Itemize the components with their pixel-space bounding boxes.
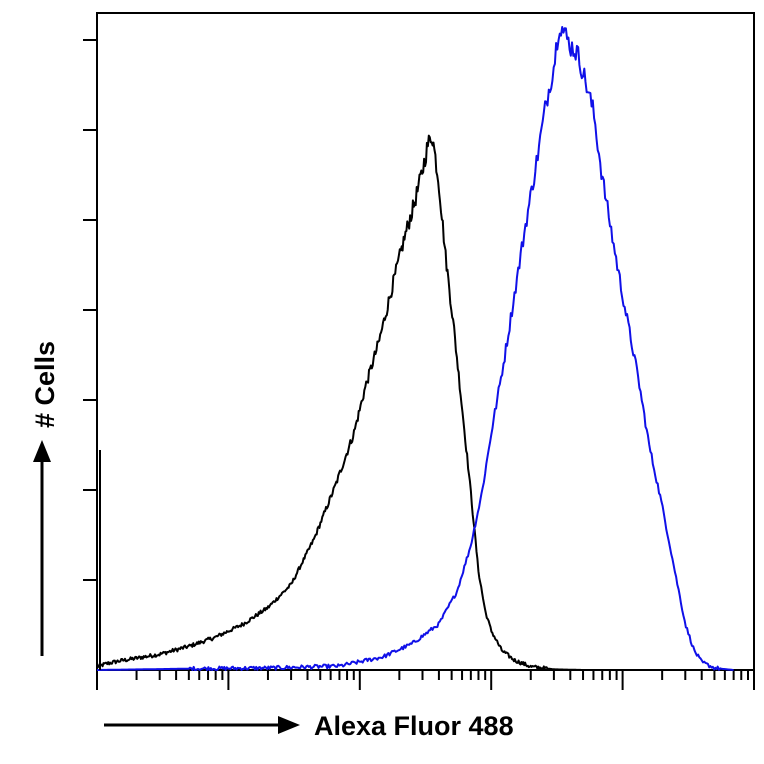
y-axis-ticks (83, 39, 97, 581)
series-layer (96, 26, 734, 671)
y-axis-arrowhead (33, 440, 51, 462)
x-axis-arrowhead (278, 716, 300, 734)
x-axis-ticks (96, 670, 755, 690)
y-axis-label: # Cells (30, 341, 60, 428)
series-1-line (96, 134, 584, 671)
plot-frame (96, 12, 755, 671)
series-2-line (97, 26, 734, 671)
x-axis-label: Alexa Fluor 488 (314, 711, 514, 741)
